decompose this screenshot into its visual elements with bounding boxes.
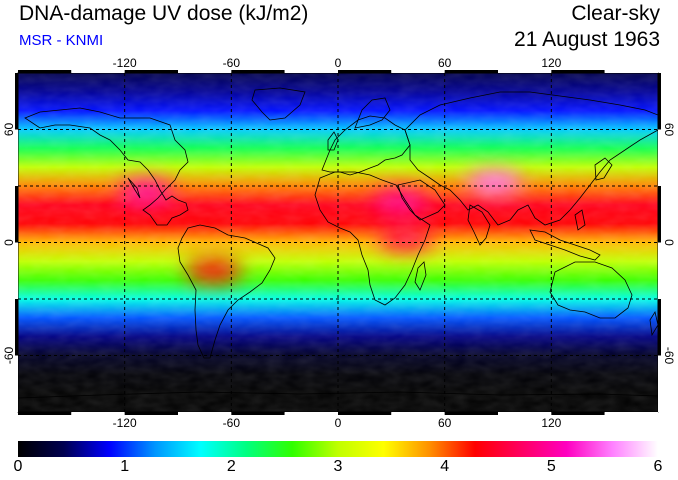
uv-dose-map: -120 -120 -60 -60 0 0 60 60 120 120 60 60 0 0 -60 -60 xyxy=(2,56,676,430)
longitude-label-top: 120 xyxy=(541,56,561,70)
date-label: 21 August 1963 xyxy=(514,28,660,51)
philippines-coast xyxy=(574,209,586,231)
frame-tick-segment xyxy=(15,299,18,356)
colorbar-tick-label: 5 xyxy=(546,458,556,475)
graticule xyxy=(18,73,658,412)
frame-tick-segment xyxy=(338,70,392,73)
frame-ticks xyxy=(15,70,661,415)
frame-tick-segment xyxy=(71,70,125,73)
latitude-label-left: 60 xyxy=(2,123,16,137)
north-america-coast xyxy=(24,107,189,226)
frame-tick-segment xyxy=(658,73,661,130)
frame-tick-segment xyxy=(15,242,18,299)
frame-tick-segment xyxy=(15,186,18,243)
frame-tick-segment xyxy=(658,242,661,299)
frame-tick-segment xyxy=(391,70,445,73)
frame-tick-segment xyxy=(124,70,178,73)
longitude-label-bottom: -120 xyxy=(113,416,137,430)
japan-coast xyxy=(594,157,613,181)
sky-condition-label: Clear-sky xyxy=(571,2,660,25)
colorbar-tick-label: 4 xyxy=(440,458,450,475)
south-america-coast xyxy=(177,224,276,359)
frame-tick-segment xyxy=(658,299,661,356)
colorbar-tick-label: 6 xyxy=(653,458,663,475)
frame-tick-segment xyxy=(124,412,178,415)
frame-tick-segment xyxy=(551,412,605,415)
frame-tick-segment xyxy=(444,70,498,73)
colorbar xyxy=(18,441,658,457)
frame-tick-segment xyxy=(658,129,661,186)
frame-tick-segment xyxy=(15,73,18,130)
latitude-label-left: -60 xyxy=(2,347,16,365)
latitude-label-right: -60 xyxy=(662,347,676,365)
frame-tick-segment xyxy=(71,412,125,415)
frame-tick-segment xyxy=(551,70,605,73)
frame-tick-segment xyxy=(604,70,658,73)
frame-tick-segment xyxy=(444,412,498,415)
frame-tick-segment xyxy=(604,412,658,415)
longitude-label-bottom: 60 xyxy=(438,416,452,430)
scandinavia-coast xyxy=(354,97,391,129)
longitude-label-bottom: 120 xyxy=(541,416,561,430)
frame-tick-segment xyxy=(658,355,661,412)
frame-tick-segment xyxy=(18,70,72,73)
longitude-label-top: -60 xyxy=(223,56,241,70)
frame-tick-segment xyxy=(15,129,18,186)
colorbar-tick-label: 3 xyxy=(333,458,343,475)
longitude-label-top: 60 xyxy=(438,56,452,70)
coastlines xyxy=(18,87,658,399)
uk-coast xyxy=(327,131,339,151)
india-coast xyxy=(467,204,491,246)
latitude-label-right: 0 xyxy=(662,239,676,246)
source-label: MSR - KNMI xyxy=(19,32,104,49)
frame-tick-segment xyxy=(231,412,285,415)
frame-tick-segment xyxy=(498,70,552,73)
map-title: DNA-damage UV dose (kJ/m2) xyxy=(19,2,309,25)
frame-tick-segment xyxy=(231,70,285,73)
australia-coast xyxy=(549,261,633,319)
longitude-label-bottom: -60 xyxy=(223,416,241,430)
southeast-asia-islands xyxy=(529,229,601,261)
frame-tick-segment xyxy=(338,412,392,415)
africa-coast xyxy=(314,171,431,306)
colorbar-tick-label: 1 xyxy=(120,458,130,475)
asia-coast xyxy=(404,91,658,226)
frame-tick-segment xyxy=(284,70,338,73)
frame-tick-segment xyxy=(658,186,661,243)
frame-tick-segment xyxy=(284,412,338,415)
colorbar-tick-label: 0 xyxy=(13,458,23,475)
frame-tick-segment xyxy=(178,70,232,73)
greenland-coast xyxy=(251,87,306,121)
antarctica-coast xyxy=(18,391,658,399)
frame-tick-segment xyxy=(178,412,232,415)
frame-tick-segment xyxy=(15,355,18,412)
madagascar-coast xyxy=(414,261,427,291)
latitude-label-right: 60 xyxy=(662,123,676,137)
longitude-label-top: 0 xyxy=(335,56,342,70)
longitude-label-top: -120 xyxy=(113,56,137,70)
arabia-coast xyxy=(397,179,446,221)
colorbar-tick-label: 2 xyxy=(226,458,236,475)
frame-tick-segment xyxy=(18,412,72,415)
latitude-label-left: 0 xyxy=(2,239,16,246)
longitude-label-bottom: 0 xyxy=(335,416,342,430)
frame-tick-segment xyxy=(391,412,445,415)
axis-labels: -120 -120 -60 -60 0 0 60 60 120 120 60 60 0 0 -60 -60 xyxy=(2,56,676,430)
new-zealand-coast xyxy=(649,310,658,337)
frame-tick-segment xyxy=(498,412,552,415)
